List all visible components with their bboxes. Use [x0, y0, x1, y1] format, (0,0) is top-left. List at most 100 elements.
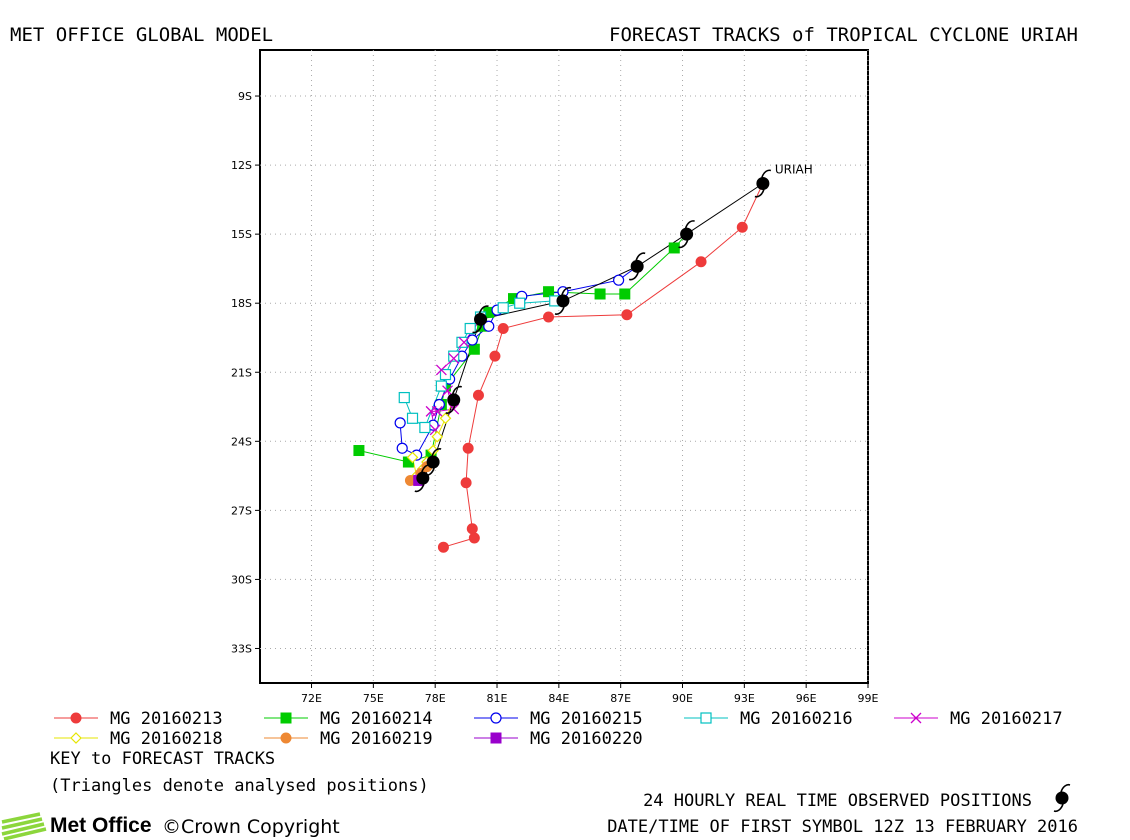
track-point — [619, 288, 631, 300]
track-point-shape — [437, 541, 449, 553]
cyclone-arm-top — [1060, 783, 1071, 793]
y-tick-label: 21S — [231, 366, 252, 379]
track-point — [462, 442, 474, 454]
cyclone-core — [756, 177, 770, 191]
track-point — [466, 523, 478, 535]
track-point-shape — [543, 311, 555, 323]
legend-marker — [490, 712, 502, 724]
key-title: KEY to FORECAST TRACKS — [50, 749, 275, 769]
met-office-logo-icon — [1, 812, 47, 840]
track-point-shape — [497, 323, 509, 335]
legend-item: MG 20160220 — [474, 729, 643, 749]
x-tick-label: 81E — [487, 692, 508, 705]
track-point — [448, 352, 460, 364]
track-point-shape — [594, 288, 606, 300]
x-tick-label: 90E — [672, 692, 693, 705]
track-point-shape — [419, 421, 431, 434]
cyclone-icon — [628, 252, 646, 281]
legend-marker — [490, 732, 502, 744]
x-tick-label: 78E — [425, 692, 446, 705]
y-tick-label: 30S — [231, 573, 252, 586]
legend-item: MG 20160213 — [54, 709, 223, 729]
track-point-shape — [613, 274, 625, 286]
y-tick-label: 18S — [231, 297, 252, 310]
plot-frame — [259, 49, 869, 684]
x-tick-label: 75E — [363, 692, 384, 705]
track-point — [425, 405, 437, 417]
cyclone-core — [447, 393, 461, 407]
track-point-shape — [435, 380, 447, 392]
track-point — [437, 541, 449, 553]
track-point-shape — [466, 334, 478, 346]
legend-label: MG 20160216 — [740, 709, 853, 729]
track-point-shape — [460, 477, 472, 489]
track-point — [497, 323, 509, 335]
y-tick-label: 27S — [231, 504, 252, 517]
y-tick-label: 33S — [231, 642, 252, 655]
track-point-shape — [468, 532, 480, 544]
track-point — [442, 385, 454, 397]
track-point-shape — [464, 322, 476, 335]
legend-marker-shape — [280, 712, 292, 724]
track-point — [543, 311, 555, 323]
legend-label: MG 20160213 — [110, 709, 223, 729]
cyclone-icon — [472, 305, 489, 334]
cyclone-arm-top — [561, 286, 572, 296]
crown-copyright: ©Crown Copyright — [162, 816, 340, 838]
legend-marker-shape — [70, 732, 82, 744]
legend-marker — [700, 712, 712, 724]
track-point — [483, 320, 495, 332]
cyclone-core — [474, 312, 488, 326]
cyclone-arm-bottom — [472, 325, 483, 334]
x-tick-label: 84E — [548, 692, 569, 705]
cyclone-icon — [445, 385, 462, 414]
track-point — [439, 412, 452, 425]
cyclone-arm-bottom — [445, 405, 456, 414]
y-tick-label: 24S — [231, 435, 252, 448]
track-point-shape — [695, 256, 707, 268]
legend-marker — [280, 712, 292, 724]
y-tick-label: 15S — [231, 228, 252, 241]
legend-label: MG 20160220 — [530, 729, 643, 749]
legend-item: MG 20160219 — [264, 729, 433, 749]
track-point — [594, 288, 606, 300]
cyclone-arm-bottom — [414, 483, 425, 493]
observed-positions-note: 24 HOURLY REAL TIME OBSERVED POSITIONS — [643, 791, 1032, 811]
track-point-shape — [619, 288, 631, 300]
track-point-shape — [543, 286, 555, 298]
track-point — [543, 286, 555, 298]
chart-title: FORECAST TRACKS of TROPICAL CYCLONE URIA… — [609, 24, 1078, 46]
track-point — [621, 309, 633, 321]
track-point — [468, 532, 480, 544]
y-tick-label: 12S — [231, 159, 252, 172]
track-line — [399, 265, 638, 456]
legend-marker-shape — [280, 732, 292, 744]
track-point — [460, 477, 472, 489]
legend-label: MG 20160219 — [320, 729, 433, 749]
track-point — [468, 343, 480, 355]
legend-item: MG 20160214 — [264, 709, 433, 729]
track-point-shape — [472, 389, 484, 401]
cyclone-arm-top — [684, 220, 695, 229]
y-tick-label: 9S — [238, 90, 252, 103]
cyclone-arm-top — [431, 447, 442, 457]
track-point-shape — [448, 352, 460, 364]
track-point — [466, 334, 478, 346]
cyclone-arm-top — [451, 385, 462, 395]
track-point-shape — [621, 309, 633, 321]
legend: MG 20160213 MG 20160214 MG 20160215 MG 2016… — [54, 709, 1071, 813]
cyclone-core — [416, 471, 430, 485]
cyclone-core — [680, 227, 694, 241]
legend-label: MG 20160218 — [110, 729, 223, 749]
first-symbol-datetime: DATE/TIME OF FIRST SYMBOL 12Z 13 FEBRUAR… — [607, 817, 1078, 837]
x-tick-label: 96E — [796, 692, 817, 705]
track-point-shape — [448, 350, 460, 362]
track-point-shape — [736, 221, 748, 233]
legend-item: MG 20160216 — [684, 709, 853, 729]
legend-label: MG 20160217 — [950, 709, 1063, 729]
track-point-shape — [394, 417, 406, 429]
track-point-shape — [497, 302, 509, 314]
cyclone-arm-top — [761, 169, 772, 178]
track-point — [396, 442, 408, 454]
